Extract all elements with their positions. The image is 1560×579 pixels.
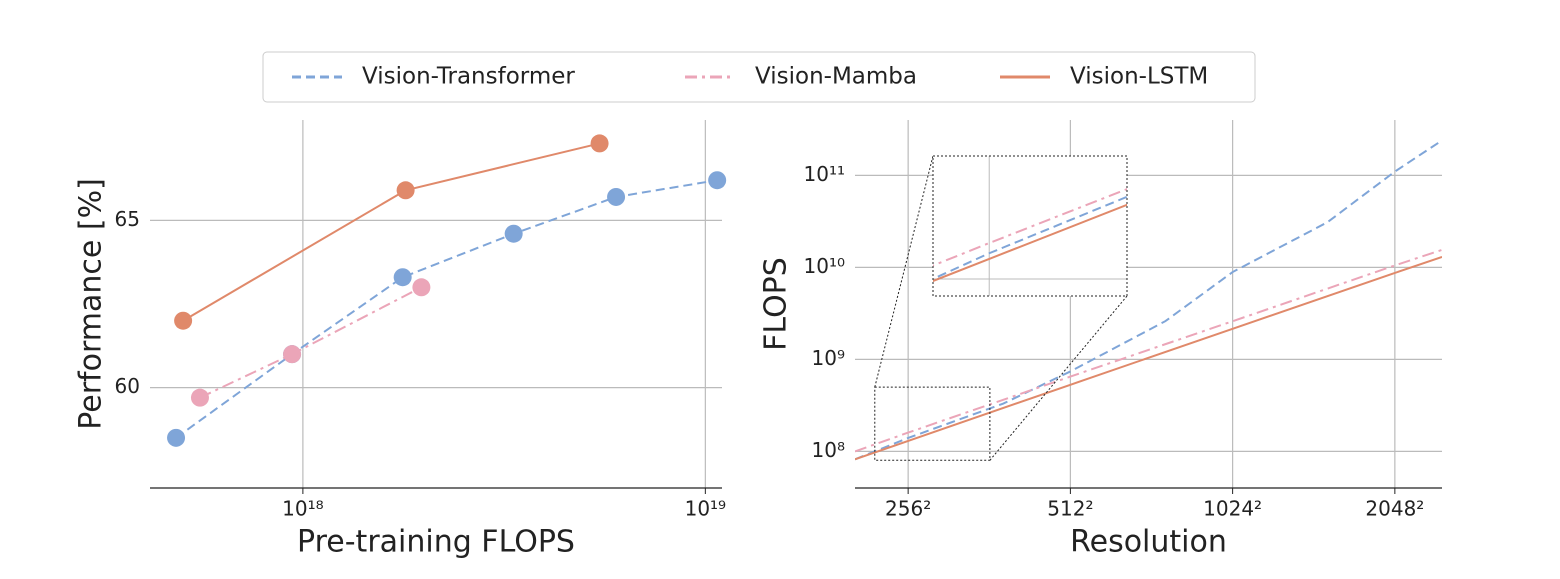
series-line (855, 139, 1442, 461)
y-tick-label: 10⁹ (812, 346, 845, 370)
x-tick-label: 256² (885, 497, 931, 521)
data-point (167, 428, 186, 447)
zoom-connector (874, 155, 934, 388)
series-line (933, 195, 1127, 280)
series-line (182, 142, 600, 322)
inset-background (933, 156, 1127, 296)
legend-label: Vision-LSTM (1070, 64, 1208, 90)
series-line (855, 248, 1442, 453)
series-line (933, 188, 1127, 267)
data-point (174, 311, 193, 330)
y-tick-label: 10¹⁰ (804, 254, 845, 278)
data-point (283, 345, 302, 364)
legend-label: Vision-Transformer (362, 64, 575, 90)
data-point (393, 268, 412, 287)
legend-box (262, 51, 1256, 103)
zoom-connector (989, 295, 1128, 461)
x-axis-label: Pre-training FLOPS (297, 525, 575, 560)
x-tick-label: 10¹⁹ (685, 497, 726, 521)
series-line (933, 203, 1127, 283)
inset (932, 155, 1128, 297)
y-tick-label: 10¹¹ (804, 162, 845, 186)
y-axis-label: Performance [%] (74, 178, 109, 430)
legend-label: Vision-Mamba (755, 64, 917, 90)
x-tick-label: 2048² (1365, 497, 1424, 521)
series-line (175, 179, 718, 439)
series-line (855, 255, 1442, 461)
data-point (412, 278, 431, 297)
data-point (607, 187, 626, 206)
y-axis-label: FLOPS (759, 257, 794, 351)
zoom-region (874, 386, 991, 461)
x-tick-label: 10¹⁸ (282, 497, 323, 521)
series-line (199, 286, 422, 399)
data-point (708, 171, 727, 190)
y-tick-label: 10⁸ (812, 438, 845, 462)
x-axis-label: Resolution (1070, 525, 1227, 560)
x-tick-label: 1024² (1203, 497, 1262, 521)
data-point (396, 181, 415, 200)
inset-border (932, 155, 1128, 297)
y-tick-label: 65 (115, 207, 140, 231)
y-tick-label: 60 (115, 374, 140, 398)
data-point (504, 224, 523, 243)
data-point (590, 134, 609, 153)
x-tick-label: 512² (1047, 497, 1093, 521)
data-point (190, 388, 209, 407)
